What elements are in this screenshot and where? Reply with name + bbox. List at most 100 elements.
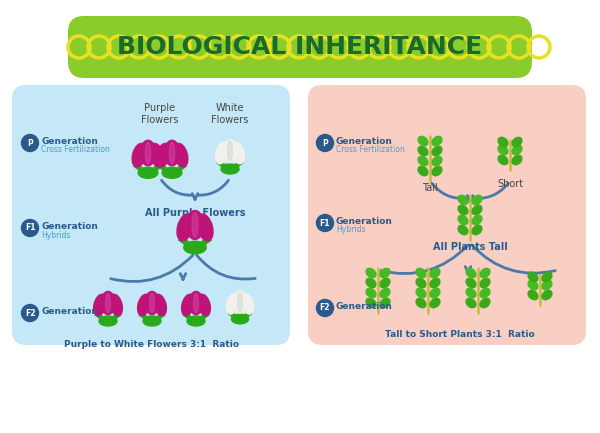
Ellipse shape	[223, 139, 237, 162]
Ellipse shape	[458, 215, 468, 225]
Ellipse shape	[192, 213, 198, 237]
Ellipse shape	[140, 140, 156, 166]
Ellipse shape	[480, 268, 490, 278]
Polygon shape	[108, 313, 122, 321]
Ellipse shape	[472, 205, 482, 215]
Ellipse shape	[480, 288, 490, 297]
Text: Hybrids: Hybrids	[41, 230, 71, 239]
Ellipse shape	[416, 288, 426, 297]
Ellipse shape	[512, 137, 522, 147]
Ellipse shape	[480, 298, 490, 308]
Ellipse shape	[430, 298, 440, 308]
Circle shape	[317, 214, 334, 232]
Ellipse shape	[380, 268, 390, 278]
Polygon shape	[133, 164, 148, 173]
Text: Purple
Flowers: Purple Flowers	[142, 103, 179, 125]
Ellipse shape	[238, 293, 242, 311]
Text: F1: F1	[320, 219, 330, 227]
Ellipse shape	[366, 268, 376, 278]
Ellipse shape	[233, 291, 247, 313]
Polygon shape	[196, 313, 210, 321]
Ellipse shape	[528, 280, 538, 290]
Circle shape	[22, 135, 38, 152]
Ellipse shape	[164, 140, 180, 166]
Ellipse shape	[156, 143, 170, 167]
Ellipse shape	[242, 294, 254, 314]
Text: Generation: Generation	[336, 137, 393, 146]
Ellipse shape	[366, 278, 376, 288]
Ellipse shape	[498, 137, 508, 147]
Text: Tall: Tall	[422, 183, 438, 193]
FancyBboxPatch shape	[68, 16, 532, 78]
Text: F2: F2	[320, 304, 330, 313]
Ellipse shape	[430, 288, 440, 297]
Text: Short: Short	[497, 179, 523, 189]
Ellipse shape	[366, 298, 376, 308]
Polygon shape	[157, 164, 172, 173]
Ellipse shape	[458, 225, 468, 235]
Circle shape	[22, 304, 38, 321]
Ellipse shape	[380, 298, 390, 308]
Polygon shape	[152, 313, 166, 321]
Ellipse shape	[101, 291, 115, 314]
Ellipse shape	[182, 294, 194, 316]
Ellipse shape	[542, 280, 552, 290]
Ellipse shape	[480, 278, 490, 288]
Ellipse shape	[528, 290, 538, 300]
Ellipse shape	[466, 268, 476, 278]
Ellipse shape	[472, 215, 482, 225]
FancyBboxPatch shape	[308, 85, 586, 345]
Ellipse shape	[184, 241, 206, 254]
Ellipse shape	[528, 272, 538, 282]
Ellipse shape	[154, 294, 166, 316]
Ellipse shape	[149, 293, 154, 313]
Text: Generation: Generation	[336, 302, 393, 311]
Ellipse shape	[472, 195, 482, 205]
Ellipse shape	[226, 294, 238, 314]
Ellipse shape	[221, 164, 239, 174]
Ellipse shape	[432, 146, 442, 156]
Ellipse shape	[432, 166, 442, 176]
Text: Hybrids: Hybrids	[336, 226, 365, 235]
Text: Cross Fertilization: Cross Fertilization	[41, 145, 110, 155]
Ellipse shape	[194, 293, 199, 313]
Text: Generation: Generation	[336, 217, 393, 226]
Ellipse shape	[94, 294, 106, 316]
Text: Cross Fertilization: Cross Fertilization	[336, 145, 405, 155]
Ellipse shape	[432, 136, 442, 145]
Polygon shape	[138, 313, 152, 321]
Text: F2: F2	[25, 308, 35, 317]
Ellipse shape	[215, 142, 229, 164]
Ellipse shape	[418, 166, 428, 176]
Ellipse shape	[186, 210, 204, 239]
Ellipse shape	[458, 205, 468, 215]
Ellipse shape	[498, 155, 508, 165]
Ellipse shape	[380, 288, 390, 297]
Ellipse shape	[177, 214, 193, 241]
Ellipse shape	[187, 316, 205, 326]
Ellipse shape	[232, 142, 244, 164]
Ellipse shape	[189, 291, 203, 314]
Polygon shape	[240, 311, 253, 319]
Ellipse shape	[418, 136, 428, 145]
Ellipse shape	[145, 142, 151, 164]
Ellipse shape	[416, 298, 426, 308]
Ellipse shape	[466, 278, 476, 288]
Ellipse shape	[418, 156, 428, 166]
Ellipse shape	[110, 294, 122, 316]
Ellipse shape	[197, 294, 211, 316]
Ellipse shape	[174, 143, 188, 167]
Polygon shape	[230, 161, 244, 169]
Ellipse shape	[466, 298, 476, 308]
Polygon shape	[148, 164, 163, 173]
Ellipse shape	[380, 278, 390, 288]
Ellipse shape	[366, 288, 376, 297]
Text: Tall to Short Plants 3:1  Ratio: Tall to Short Plants 3:1 Ratio	[385, 330, 535, 339]
Ellipse shape	[145, 291, 159, 314]
Ellipse shape	[542, 290, 552, 300]
Text: P: P	[322, 139, 328, 148]
Ellipse shape	[169, 142, 175, 164]
Polygon shape	[178, 237, 195, 248]
Text: BIOLOGICAL INHERITANCE: BIOLOGICAL INHERITANCE	[118, 35, 482, 59]
Ellipse shape	[542, 272, 552, 282]
